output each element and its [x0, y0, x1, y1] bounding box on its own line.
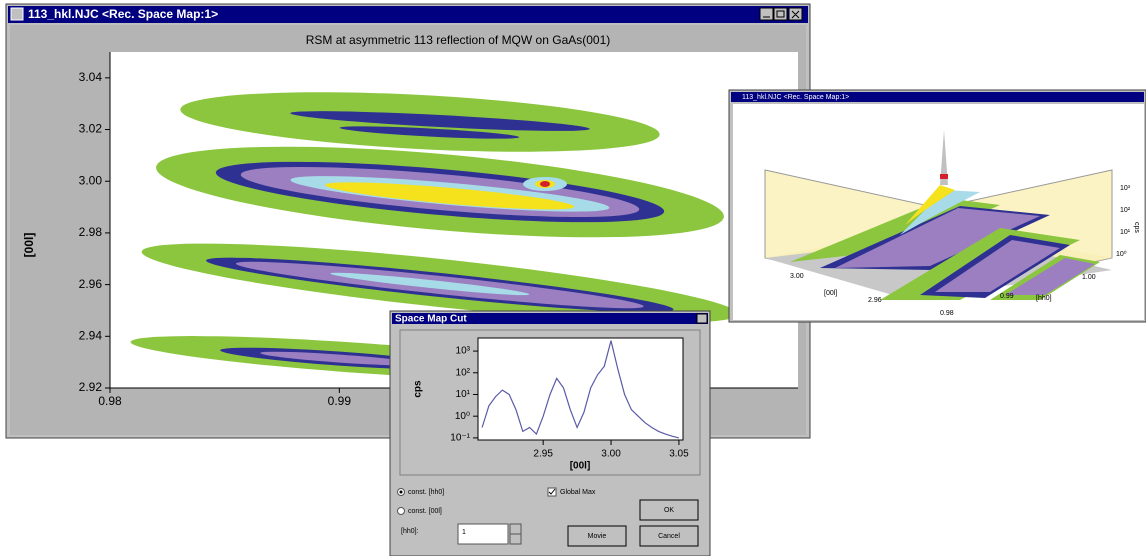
hh0-input[interactable]: 1 [457, 523, 522, 545]
radio-00l[interactable]: const. [00l] [397, 507, 442, 515]
y-tick-label: 2.96 [79, 277, 103, 291]
y-tick-label: 10¹ [456, 389, 471, 400]
y-axis-label: [00l] [22, 233, 36, 258]
tick-label: 0.99 [1000, 293, 1014, 300]
y-tick-label: 2.94 [79, 328, 103, 342]
y-tick-label: 10⁰ [455, 411, 470, 422]
main-axes: 2.92 2.94 2.96 2.98 3.00 3.02 3.04 0.98 0.99 [79, 70, 352, 408]
y-axis-label: cps [413, 380, 424, 398]
ok-button[interactable]: OK [639, 499, 699, 521]
x-tick-label: 0.98 [98, 394, 122, 408]
window-title: 113_hkl.NJC <Rec. Space Map:1> [742, 94, 849, 101]
tick-label: 10¹ [1120, 229, 1131, 236]
tick-label: 0.98 [940, 310, 954, 317]
tick-label: 3.00 [790, 273, 804, 280]
axis-label: cps [1133, 222, 1140, 233]
x-tick-label: 3.00 [601, 449, 621, 460]
close-button[interactable] [696, 313, 708, 324]
y-tick-label: 2.92 [79, 380, 103, 394]
tick-label: 10² [1120, 207, 1131, 214]
cut-dialog: Space Map Cut cps [00l] 10⁻¹ 10⁰ 10¹ 10² 10³… [389, 310, 711, 556]
tick-label: 2.96 [868, 297, 882, 304]
radio-label: const. [hh0] [408, 489, 444, 496]
window-title: Space Map Cut [395, 314, 467, 325]
tick-label: 10³ [1120, 185, 1131, 192]
y-tick-label: 10² [456, 367, 471, 378]
field-value: 1 [462, 529, 466, 536]
tick-label: 10⁰ [1116, 250, 1127, 258]
global-max-checkbox[interactable]: Global Max [547, 487, 596, 497]
threed-window: 113_hkl.NJC <Rec. Space Map:1> 10³ 10² 1… [728, 89, 1146, 323]
y-tick-label: 10⁻¹ [450, 433, 470, 444]
y-tick-label: 3.00 [79, 173, 103, 187]
window-title: 113_hkl.NJC <Rec. Space Map:1> [28, 7, 218, 21]
field-label: [hh0]: [401, 528, 419, 535]
button-label: Movie [588, 533, 607, 540]
plot-area [477, 337, 684, 441]
radio-hh0[interactable]: const. [hh0] [397, 488, 445, 496]
x-tick-label: 2.95 [533, 449, 553, 460]
axis-label: [00l] [824, 290, 837, 297]
x-tick-label: 3.05 [669, 449, 689, 460]
radio-label: const. [00l] [408, 508, 442, 515]
button-label: Cancel [658, 533, 680, 540]
y-tick-label: 10³ [456, 346, 471, 357]
tick-label: 1.00 [1082, 274, 1096, 281]
y-tick-label: 3.04 [79, 70, 103, 84]
axis-label: [hh0] [1036, 295, 1052, 302]
movie-button[interactable]: Movie [567, 525, 627, 547]
checkbox-label: Global Max [560, 489, 596, 496]
chart-title: RSM at asymmetric 113 reflection of MQW … [306, 33, 611, 47]
title-bar [8, 6, 808, 23]
x-tick-label: 0.99 [328, 394, 352, 408]
contour-map [130, 92, 739, 380]
button-label: OK [664, 507, 674, 514]
data-line [481, 340, 680, 439]
x-axis-label: [00l] [570, 461, 591, 472]
y-tick-label: 3.02 [79, 122, 103, 136]
cut-axes: 10⁻¹ 10⁰ 10¹ 10² 10³ 2.95 3.00 3.05 [450, 340, 689, 460]
y-tick-label: 2.98 [79, 225, 103, 239]
cancel-button[interactable]: Cancel [639, 525, 699, 547]
window-buttons[interactable] [759, 7, 803, 21]
